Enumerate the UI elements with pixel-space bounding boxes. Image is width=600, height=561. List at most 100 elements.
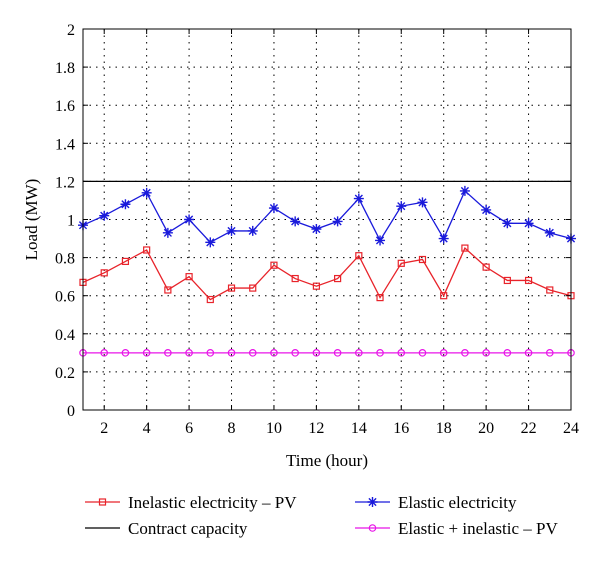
data-point bbox=[545, 349, 554, 357]
data-point bbox=[312, 349, 321, 357]
y-tick-label: 1 bbox=[67, 213, 75, 230]
series-line bbox=[82, 246, 572, 301]
data-point bbox=[247, 225, 258, 236]
x-tick-label: 4 bbox=[143, 420, 151, 437]
legend-label: Inelastic electricity – PV bbox=[128, 493, 297, 512]
data-point bbox=[438, 233, 449, 244]
data-point bbox=[482, 263, 490, 271]
data-point bbox=[461, 244, 469, 252]
data-point bbox=[121, 257, 130, 266]
legend-item: Elastic electricity bbox=[355, 493, 517, 512]
data-point bbox=[100, 269, 108, 277]
x-tick-label: 24 bbox=[563, 420, 579, 437]
series-line bbox=[82, 189, 572, 244]
data-point bbox=[376, 349, 384, 357]
data-point bbox=[206, 349, 215, 357]
data-point bbox=[355, 349, 363, 357]
series-0 bbox=[79, 244, 575, 304]
x-tick-label: 22 bbox=[521, 420, 537, 437]
y-tick-label: 0.2 bbox=[55, 365, 75, 382]
data-point bbox=[268, 203, 279, 214]
data-point bbox=[291, 349, 299, 357]
legend-marker bbox=[368, 524, 377, 532]
data-point bbox=[397, 349, 406, 357]
x-tick-label: 10 bbox=[266, 420, 282, 437]
data-point bbox=[270, 261, 278, 269]
data-point bbox=[162, 227, 173, 238]
data-point bbox=[100, 349, 109, 357]
data-point bbox=[418, 255, 427, 264]
data-point bbox=[227, 349, 236, 357]
legend-label: Elastic + inelastic – PV bbox=[398, 519, 558, 538]
y-tick-label: 0 bbox=[67, 403, 75, 420]
data-point bbox=[270, 349, 278, 357]
y-tick-label: 1.2 bbox=[55, 174, 75, 191]
data-point bbox=[481, 204, 492, 215]
data-point bbox=[121, 349, 130, 357]
y-tick-label: 2 bbox=[67, 22, 75, 39]
data-point bbox=[523, 218, 534, 229]
data-point bbox=[418, 349, 427, 357]
data-point bbox=[249, 284, 257, 292]
data-point bbox=[524, 349, 533, 357]
data-point bbox=[164, 349, 172, 357]
data-point bbox=[524, 276, 533, 285]
axis-ticks: 00.20.40.60.811.21.41.61.822 4 6 8 10 12 14 16 1… bbox=[55, 22, 579, 437]
x-tick-label: 8 bbox=[228, 420, 236, 437]
data-point bbox=[440, 292, 448, 300]
y-tick-label: 0.6 bbox=[55, 289, 75, 306]
data-point bbox=[397, 259, 405, 267]
y-tick-label: 1.8 bbox=[55, 60, 75, 77]
data-point bbox=[205, 237, 216, 248]
data-point bbox=[142, 349, 151, 357]
data-point bbox=[206, 295, 214, 304]
data-point bbox=[544, 227, 555, 238]
x-tick-label: 6 bbox=[185, 420, 193, 437]
data-point bbox=[120, 199, 131, 210]
data-point bbox=[417, 197, 428, 208]
data-point bbox=[396, 201, 407, 212]
data-point bbox=[311, 224, 322, 235]
data-point bbox=[248, 349, 257, 357]
data-point bbox=[99, 210, 110, 221]
x-tick-label: 18 bbox=[436, 420, 452, 437]
data-point bbox=[459, 185, 470, 196]
series-1 bbox=[78, 185, 576, 248]
data-point bbox=[376, 294, 384, 302]
x-tick-label: 2 bbox=[100, 420, 108, 437]
legend: Inelastic electricity – PV Elastic electr… bbox=[85, 493, 558, 538]
y-tick-label: 1.6 bbox=[55, 98, 75, 115]
data-point bbox=[333, 349, 342, 357]
data-point bbox=[355, 252, 363, 260]
data-point bbox=[332, 216, 343, 227]
data-point bbox=[482, 349, 490, 357]
legend-item: Inelastic electricity – PV bbox=[85, 493, 297, 512]
data-point bbox=[290, 216, 301, 227]
data-point bbox=[185, 273, 193, 281]
x-axis-label: Time (hour) bbox=[286, 451, 368, 470]
y-tick-label: 0.8 bbox=[55, 251, 75, 268]
series-layer bbox=[78, 180, 576, 357]
data-point bbox=[353, 193, 364, 204]
y-tick-label: 0.4 bbox=[55, 327, 75, 344]
data-point bbox=[185, 349, 193, 357]
data-point bbox=[164, 286, 172, 294]
data-point bbox=[502, 218, 513, 229]
data-point bbox=[546, 286, 554, 294]
data-point bbox=[312, 282, 320, 290]
x-tick-label: 16 bbox=[393, 420, 409, 437]
data-point bbox=[184, 214, 195, 225]
series-3 bbox=[79, 349, 575, 357]
data-point bbox=[227, 284, 236, 292]
legend-marker bbox=[98, 498, 107, 506]
legend-item: Contract capacity bbox=[85, 519, 248, 538]
data-point bbox=[334, 274, 342, 283]
legend-label: Elastic electricity bbox=[398, 493, 517, 512]
data-point bbox=[439, 349, 448, 357]
data-point bbox=[461, 349, 469, 357]
x-tick-label: 20 bbox=[478, 420, 494, 437]
y-axis-label: Load (MW) bbox=[22, 179, 41, 261]
data-point bbox=[291, 274, 299, 283]
data-point bbox=[141, 187, 152, 198]
